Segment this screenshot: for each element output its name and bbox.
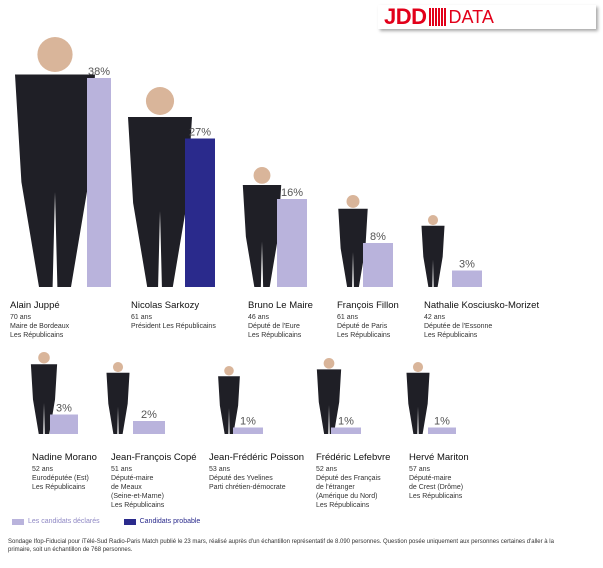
person-body-1 — [128, 117, 192, 287]
person-body-0 — [15, 74, 95, 287]
legend-label-declared: Les candidats déclarés — [28, 518, 100, 525]
candidate-details-4: 42 ans Députée de l'Essonne Les Républic… — [424, 314, 493, 339]
candidate-name-2: Bruno Le Maire — [248, 300, 313, 311]
person-head-6 — [112, 362, 124, 373]
candidate-details-6: 51 ans Député-maire de Meaux (Seine-et-M… — [111, 466, 165, 509]
candidate-name-0: Alain Juppé — [10, 300, 60, 311]
value-label-2: 16% — [281, 187, 303, 199]
person-body-4 — [421, 225, 445, 287]
person-head-1 — [145, 87, 175, 115]
person-head-8 — [323, 358, 335, 369]
person-body-3 — [338, 208, 368, 287]
value-label-4: 3% — [459, 259, 475, 271]
candidate-name-1: Nicolas Sarkozy — [131, 300, 200, 311]
value-label-3: 8% — [370, 231, 386, 243]
bar-2 — [277, 199, 307, 287]
bar-9 — [428, 427, 456, 434]
candidate-name-6: Jean-François Copé — [111, 452, 197, 463]
bar-0 — [87, 78, 111, 287]
candidate-name-5: Nadine Morano — [32, 452, 97, 463]
candidate-name-8: Frédéric Lefebvre — [316, 452, 391, 463]
candidate-details-2: 46 ans Député de l'Eure Les Républicains — [248, 314, 302, 339]
legend-swatch-probable — [123, 518, 136, 525]
legend-label-probable: Candidats probable — [139, 518, 201, 525]
value-label-8: 1% — [338, 416, 354, 428]
value-label-6: 2% — [141, 409, 157, 421]
person-head-5 — [38, 352, 50, 364]
logo-jdd: JDD — [384, 4, 427, 29]
person-body-9 — [406, 372, 430, 434]
candidate-details-3: 61 ans Député de Paris Les Républicains — [337, 314, 391, 339]
value-label-9: 1% — [434, 416, 450, 428]
bar-1 — [185, 138, 215, 287]
candidate-details-8: 52 ans Député des Français de l'étranger… — [316, 466, 381, 509]
person-head-4 — [427, 215, 439, 226]
logo-bars — [428, 8, 446, 26]
value-label-5: 3% — [56, 403, 72, 415]
candidate-name-3: François Fillon — [337, 300, 399, 311]
legend: Les candidats déclarés Candidats probabl… — [12, 518, 200, 525]
footnote: Sondage Ifop-Fiducial pour iTélé-Sud Rad… — [8, 539, 554, 553]
bar-5 — [50, 414, 78, 434]
person-head-7 — [224, 366, 234, 376]
person-head-9 — [412, 362, 424, 373]
value-label-0: 38% — [88, 66, 110, 78]
person-body-2 — [242, 185, 282, 287]
candidate-details-9: 57 ans Député-maire de Crest (Drôme) Les… — [409, 466, 464, 500]
person-body-7 — [218, 376, 240, 434]
candidate-name-4: Nathalie Kosciusko-Morizet — [424, 300, 540, 311]
bar-3 — [363, 243, 393, 287]
person-body-6 — [106, 372, 130, 434]
bar-6 — [133, 421, 165, 434]
person-body-8 — [316, 369, 342, 434]
candidate-details-0: 70 ans Maire de Bordeaux Les Républicain… — [10, 314, 70, 339]
person-head-3 — [346, 195, 360, 208]
bar-4 — [452, 270, 482, 287]
candidate-details-7: 53 ans Député des Yvelines Parti chrétie… — [209, 466, 286, 491]
candidate-name-9: Hervé Mariton — [409, 452, 469, 463]
value-label-7: 1% — [240, 416, 256, 428]
candidate-details-1: 61 ans Président Les Républicains — [131, 314, 216, 330]
candidate-details-5: 52 ans Eurodéputée (Est) Les Républicain… — [32, 466, 89, 491]
candidate-name-7: Jean-Frédéric Poisson — [209, 452, 305, 463]
jdd-data-logo: JDD DATA — [378, 5, 596, 29]
bar-8 — [331, 427, 361, 434]
legend-swatch-declared — [12, 518, 24, 525]
person-head-0 — [37, 37, 73, 72]
person-head-2 — [253, 167, 271, 184]
value-label-1: 27% — [189, 127, 211, 139]
bar-7 — [233, 427, 263, 434]
logo-data: DATA — [448, 7, 494, 27]
